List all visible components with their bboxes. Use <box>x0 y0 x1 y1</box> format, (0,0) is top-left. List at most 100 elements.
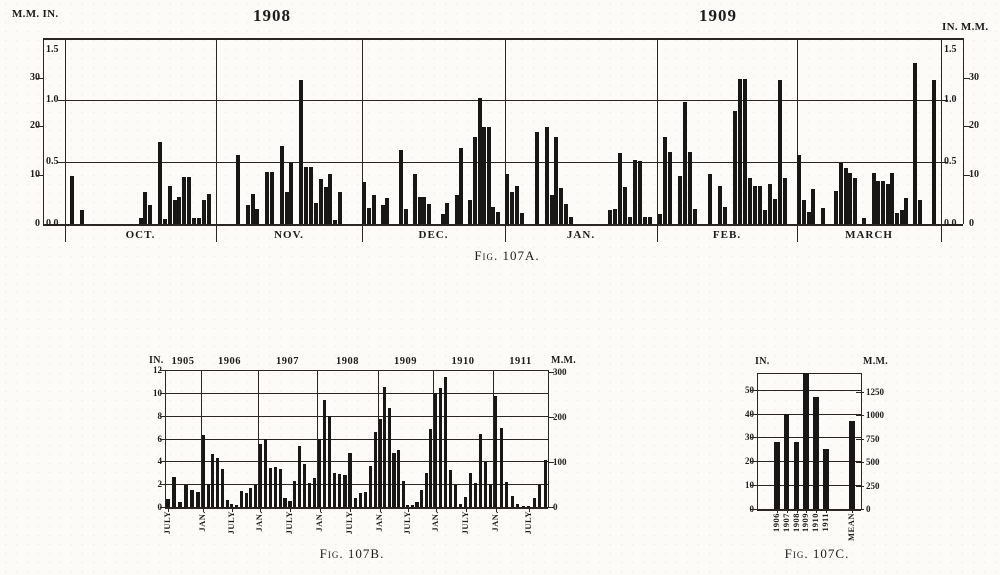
a-rain-bar <box>177 196 182 224</box>
a-rain-bar <box>333 220 338 224</box>
b-rain-bar <box>235 504 239 507</box>
b-in-tick: 2 <box>158 480 163 489</box>
b-rain-bar <box>312 478 317 507</box>
a-plot-border <box>941 38 942 242</box>
c-x-tick <box>806 509 807 513</box>
c-x-tick-label: 1909 <box>800 513 810 532</box>
a-rain-bar <box>422 196 427 224</box>
a-rain-bar <box>843 168 848 224</box>
a-mm-tick-dash-left <box>36 175 43 176</box>
c-x-tick <box>816 509 817 513</box>
a-rain-bar <box>308 166 313 224</box>
a-right-outer-axis <box>963 38 964 224</box>
b-in-tick-dash <box>160 439 165 440</box>
b-x-tick <box>319 507 321 512</box>
c-mm-tick: 1000 <box>866 410 884 420</box>
c-right-axis <box>861 373 862 509</box>
a-rain-bar <box>618 153 623 224</box>
a-rain-bar <box>399 149 404 224</box>
b-baseline <box>165 507 548 509</box>
c-top-border <box>757 373 861 374</box>
b-year-divider <box>433 370 434 507</box>
c-mm-tick-dash <box>856 415 864 416</box>
a-rain-bar <box>797 154 802 224</box>
b-year-label: 1910 <box>451 356 475 367</box>
a-mm-tick-dash-right <box>963 126 970 127</box>
b-rain-bar <box>438 388 443 507</box>
b-rain-bar <box>516 503 520 507</box>
a-month-divider <box>797 38 798 242</box>
b-rain-bar <box>410 504 414 507</box>
a-mm-tick-dash-left <box>36 78 43 79</box>
b-rain-bar <box>343 475 347 507</box>
a-rain-bar <box>80 210 85 224</box>
a-rain-bar <box>752 185 757 224</box>
b-x-tick <box>380 507 382 512</box>
b-rain-bar <box>348 453 352 507</box>
c-in-tick-dash <box>751 437 758 438</box>
b-rain-bar <box>268 468 272 507</box>
b-rain-bar <box>363 492 367 507</box>
b-mm-tick: 0 <box>553 502 558 512</box>
c-mm-tick: 1250 <box>866 387 884 397</box>
b-gridline <box>165 484 548 485</box>
a-rain-bar <box>534 132 539 224</box>
b-year-label: 1906 <box>218 356 241 367</box>
a-rain-bar <box>559 188 564 224</box>
a-month-label: DEC. <box>418 229 449 241</box>
b-mm-tick-dash <box>548 417 554 418</box>
a-rain-bar <box>362 181 367 224</box>
b-rain-bar <box>488 484 493 507</box>
a-rain-bar <box>820 207 825 224</box>
a-rain-bar <box>667 152 672 224</box>
b-year-label: 1905 <box>171 356 195 367</box>
a-month-label: MARCH <box>845 229 893 241</box>
a-rain-bar <box>707 174 712 224</box>
b-rain-bar <box>532 497 536 507</box>
a-rain-bar <box>913 62 918 224</box>
a-rain-bar <box>871 173 876 224</box>
a-rain-bar <box>148 205 153 224</box>
c-mm-tick: 0 <box>866 504 871 514</box>
a-rain-bar <box>196 217 201 224</box>
b-rain-bar <box>494 396 498 507</box>
c-gridline <box>757 461 861 462</box>
b-year-divider <box>378 370 379 507</box>
b-rain-bar <box>338 473 342 507</box>
a-rain-bar <box>269 171 274 224</box>
a-rain-bar <box>338 191 343 224</box>
a-rain-bar <box>505 174 510 224</box>
a-rain-bar <box>782 178 787 224</box>
b-rain-bar <box>383 387 387 507</box>
b-rain-bar <box>283 497 287 507</box>
fig107c-right-axis-header: M.M. <box>863 356 889 367</box>
a-rain-bar <box>167 185 172 224</box>
b-gridline <box>165 393 548 394</box>
b-mm-tick: 300 <box>553 367 567 377</box>
a-rain-bar <box>459 148 464 224</box>
a-rain-bar <box>732 111 737 224</box>
a-rain-bar <box>554 137 559 224</box>
a-month-divider <box>216 38 217 242</box>
a-month-divider <box>505 38 506 242</box>
fig107a-right-axis-header: IN. M.M. <box>942 21 989 33</box>
b-rain-bar <box>538 485 542 507</box>
c-in-tick-dash <box>751 485 758 486</box>
a-rain-bar <box>657 214 662 224</box>
b-rain-bar <box>424 472 428 507</box>
b-in-tick-dash <box>160 484 165 485</box>
b-rain-bar <box>463 496 468 507</box>
a-rain-bar <box>549 195 554 224</box>
a-rain-bar <box>662 137 667 224</box>
c-annual-bar <box>774 442 780 509</box>
a-rain-bar <box>777 80 782 224</box>
b-rain-bar <box>429 429 433 507</box>
a-gridline <box>58 162 948 163</box>
a-rain-bar <box>265 171 270 224</box>
a-rain-bar <box>742 78 747 224</box>
b-in-tick: 8 <box>158 412 163 421</box>
b-rain-bar <box>401 480 405 507</box>
a-mm-tick-left: 30 <box>30 72 40 83</box>
a-in-tick-left: 1.5 <box>46 44 59 55</box>
